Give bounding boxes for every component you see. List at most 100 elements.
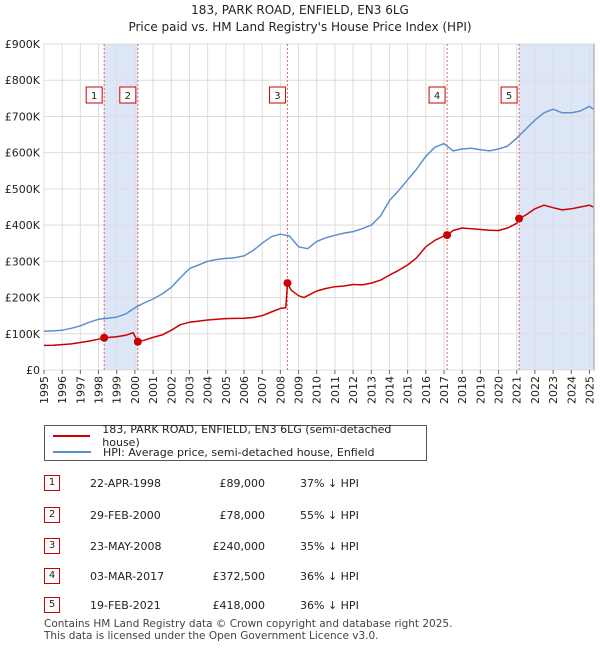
sale-hpi-diff: 35% ↓ HPI	[300, 540, 359, 553]
table-row: 4 03-MAR-2017 £372,500 36% ↓ HPI	[40, 566, 440, 586]
price-chart: 183, PARK ROAD, ENFIELD, EN3 6LG Price p…	[5, 3, 597, 404]
sale-number-badge: 1	[44, 475, 60, 491]
sale-point	[443, 231, 452, 240]
hpi-series-line	[43, 105, 594, 332]
table-row: 2 29-FEB-2000 £78,000 55% ↓ HPI	[40, 505, 440, 525]
x-tick-label: 2006	[238, 376, 251, 404]
y-tick-label: £800K	[5, 74, 41, 87]
sale-point	[283, 279, 292, 288]
sale-point	[133, 337, 142, 346]
legend-swatch-hpi	[53, 451, 91, 453]
x-tick-label: 2005	[220, 376, 233, 404]
x-tick-label: 2010	[311, 376, 324, 404]
x-tick-label: 2024	[565, 376, 578, 404]
x-tick-label: 2008	[274, 376, 287, 404]
sale-label-number: 5	[506, 91, 512, 102]
sale-hpi-diff: 55% ↓ HPI	[300, 509, 359, 522]
legend-label-hpi: HPI: Average price, semi-detached house,…	[103, 445, 375, 459]
x-tick-label: 2017	[438, 376, 451, 404]
legend-item-hpi: HPI: Average price, semi-detached house,…	[53, 444, 375, 460]
x-tick-label: 1995	[38, 376, 51, 404]
x-tick-label: 2003	[183, 376, 196, 404]
x-tick-label: 1997	[74, 376, 87, 404]
chart-title: 183, PARK ROAD, ENFIELD, EN3 6LG	[191, 3, 409, 17]
property-series-line	[43, 204, 594, 347]
sale-point	[100, 333, 109, 342]
x-tick-label: 2019	[474, 376, 487, 404]
sale-number-badge: 3	[44, 538, 60, 554]
footer-copyright: Contains HM Land Registry data © Crown c…	[44, 618, 453, 630]
x-tick-label: 2011	[329, 376, 342, 404]
y-tick-label: £700K	[5, 110, 41, 123]
x-tick-label: 2025	[583, 376, 596, 404]
sale-label-number: 1	[91, 91, 97, 102]
table-row: 1 22-APR-1998 £89,000 37% ↓ HPI	[40, 473, 440, 493]
x-tick-label: 2002	[165, 376, 178, 404]
x-tick-label: 2009	[293, 376, 306, 404]
x-tick-label: 1999	[111, 376, 124, 404]
x-tick-label: 2014	[383, 376, 396, 404]
sale-date: 03-MAR-2017	[90, 570, 165, 583]
sale-price: £240,000	[212, 540, 266, 553]
sale-label-number: 3	[274, 91, 280, 102]
footer-attribution: Contains HM Land Registry data © Crown c…	[44, 618, 452, 642]
x-tick-label: 2007	[256, 376, 269, 404]
table-row: 5 19-FEB-2021 £418,000 36% ↓ HPI	[40, 595, 440, 615]
x-tick-label: 2018	[456, 376, 469, 404]
sale-number-badge: 5	[44, 597, 60, 613]
x-axis: 1995 1996 1997 1998 1999 2000 2001 2002 2003 2004…	[38, 370, 596, 404]
sale-label-box	[119, 86, 137, 104]
sale-label-box	[268, 86, 286, 104]
x-tick-label: 2016	[420, 376, 433, 404]
y-tick-label: £400K	[5, 219, 41, 232]
sale-label-number: 4	[434, 91, 440, 102]
legend-swatch-property	[53, 435, 91, 437]
y-tick-label: £200K	[5, 292, 41, 305]
series-lines	[43, 105, 594, 347]
x-tick-label: 2013	[365, 376, 378, 404]
sale-number-badge: 2	[44, 507, 60, 523]
footer-licence: This data is licensed under the Open Gov…	[44, 630, 379, 642]
x-tick-label: 1998	[93, 376, 106, 404]
sale-price: £89,000	[219, 477, 266, 490]
y-tick-label: £0	[26, 364, 40, 377]
x-tick-label: 2001	[147, 376, 160, 404]
sale-price: £372,500	[212, 570, 266, 583]
sale-label-box	[500, 86, 518, 104]
legend: 183, PARK ROAD, ENFIELD, EN3 6LG (semi-d…	[44, 423, 427, 461]
sale-price: £78,000	[219, 509, 266, 522]
y-tick-label: £500K	[5, 183, 41, 196]
x-tick-label: 1996	[56, 376, 69, 404]
gridlines	[43, 43, 594, 371]
y-tick-label: £300K	[5, 255, 41, 268]
x-tick-label: 2021	[511, 376, 524, 404]
x-tick-label: 2012	[347, 376, 360, 404]
sale-hpi-diff: 36% ↓ HPI	[300, 599, 359, 612]
y-tick-label: £900K	[5, 38, 41, 51]
sale-price: £418,000	[212, 599, 266, 612]
y-tick-label: £600K	[5, 147, 41, 160]
sale-date: 29-FEB-2000	[90, 509, 161, 522]
x-tick-label: 2020	[493, 376, 506, 404]
sale-marker-lines	[103, 44, 520, 370]
sale-label-box	[428, 86, 446, 104]
sale-label-box	[85, 86, 103, 104]
sale-date: 23-MAY-2008	[90, 540, 162, 553]
sale-labels: 1 2 3 4 5	[85, 86, 518, 104]
chart-subtitle: Price paid vs. HM Land Registry's House …	[128, 20, 471, 34]
sale-label-number: 2	[125, 91, 131, 102]
table-row: 3 23-MAY-2008 £240,000 35% ↓ HPI	[40, 536, 440, 556]
sale-hpi-diff: 37% ↓ HPI	[300, 477, 359, 490]
sale-number-badge: 4	[44, 568, 60, 584]
sale-date: 19-FEB-2021	[90, 599, 161, 612]
x-tick-label: 2000	[129, 376, 142, 404]
sale-date: 22-APR-1998	[90, 477, 162, 490]
sale-point	[515, 214, 524, 223]
y-axis: £0 £100K £200K £300K £400K £500K £600K £700K £80…	[5, 38, 41, 377]
x-tick-label: 2004	[202, 376, 215, 404]
legend-item-property: 183, PARK ROAD, ENFIELD, EN3 6LG (semi-d…	[53, 423, 426, 449]
y-tick-label: £100K	[5, 328, 41, 341]
sale-points	[100, 214, 524, 346]
x-tick-label: 2023	[547, 376, 560, 404]
sale-bands	[104, 44, 594, 370]
